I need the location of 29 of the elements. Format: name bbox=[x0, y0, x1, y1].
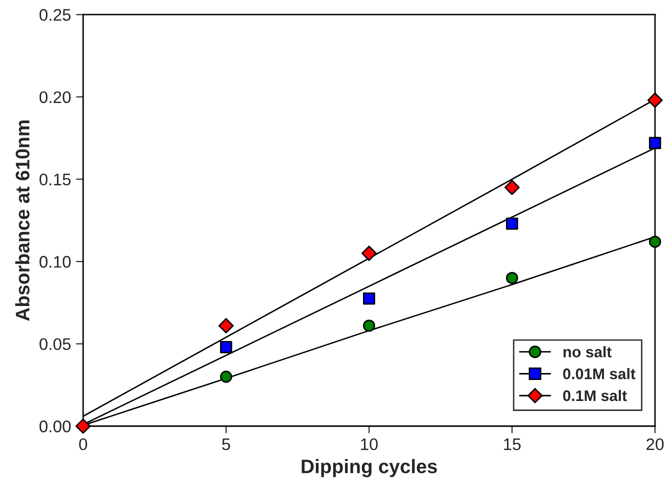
legend-label: no salt bbox=[564, 346, 612, 358]
point bbox=[363, 320, 376, 332]
point bbox=[648, 136, 662, 150]
x-tick-label: 5 bbox=[222, 438, 230, 450]
point bbox=[220, 370, 232, 383]
point bbox=[648, 236, 662, 248]
y-tick-label: 0.00 bbox=[40, 420, 71, 432]
y-tick-label: 0.20 bbox=[40, 91, 71, 104]
x-tick-label: 10 bbox=[361, 438, 378, 450]
point bbox=[363, 292, 376, 305]
y-tick-label: 0.05 bbox=[40, 338, 71, 350]
x-tick-label: 0 bbox=[79, 438, 88, 450]
x-axis-title: Dipping cycles bbox=[302, 459, 437, 478]
y-tick-label: 0.15 bbox=[40, 174, 71, 186]
point bbox=[75, 418, 91, 434]
y-tick-label: 0.25 bbox=[40, 9, 71, 21]
point bbox=[504, 180, 520, 196]
y-tick-label: 0.10 bbox=[40, 256, 71, 268]
point bbox=[220, 341, 232, 354]
point bbox=[361, 246, 377, 261]
point bbox=[506, 272, 518, 284]
point bbox=[506, 218, 518, 230]
x-tick-label: 15 bbox=[504, 438, 521, 450]
y-axis-title: Absorbance at 610nm bbox=[15, 120, 30, 321]
legend-label: 0.01M salt bbox=[563, 368, 636, 380]
point bbox=[218, 318, 234, 334]
legend-label: 0.1M salt bbox=[563, 390, 627, 402]
point bbox=[647, 92, 663, 108]
x-tick-label: 20 bbox=[646, 438, 664, 450]
